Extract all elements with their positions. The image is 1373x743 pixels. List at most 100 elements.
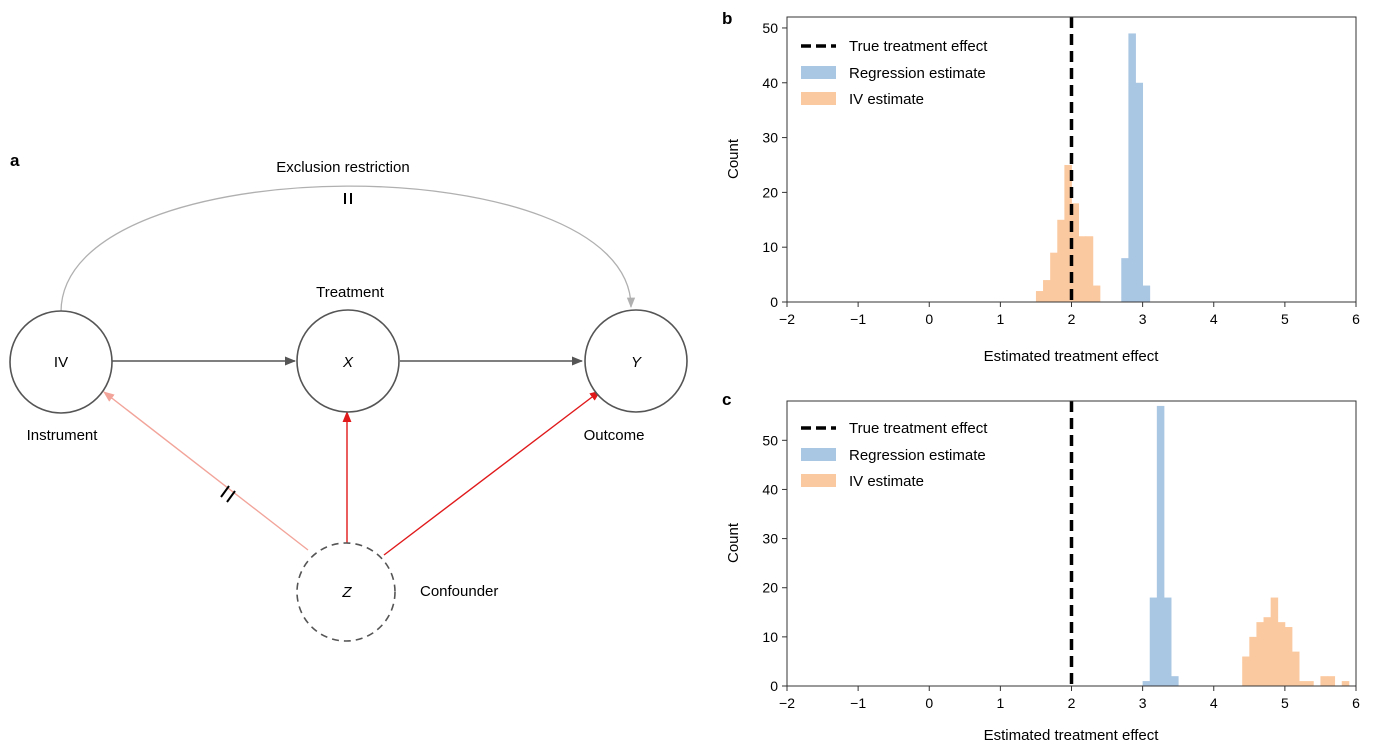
- x-tick-label-b: 2: [1068, 311, 1076, 327]
- node-iv: [9, 310, 113, 414]
- x-tick-label-b: 3: [1139, 311, 1147, 327]
- iv-bar-b: [1078, 236, 1087, 302]
- x-tick-label-b: 5: [1281, 311, 1289, 327]
- regression-bar-b: [1135, 82, 1144, 303]
- panel-c-letter: c: [722, 390, 731, 409]
- exclusion-break-mark: [344, 193, 352, 204]
- legend-swatch-regression-b: [801, 66, 836, 79]
- node-iv-caption: Instrument: [27, 427, 99, 444]
- y-axis-label-c: Count: [725, 522, 742, 563]
- x-tick-label-b: −1: [850, 311, 866, 327]
- iv-bar-b: [1050, 252, 1058, 302]
- y-tick-label-c: 50: [762, 432, 778, 448]
- x-tick-label-b: 0: [925, 311, 933, 327]
- x-tick-label-c: 3: [1139, 695, 1147, 711]
- histogram-c-bars: [1142, 405, 1350, 686]
- x-tick-label-c: 5: [1281, 695, 1289, 711]
- y-tick-label-b: 10: [762, 239, 778, 255]
- iv-bar-b: [1057, 219, 1065, 302]
- x-tick-label-b: −2: [779, 311, 795, 327]
- edge-z-to-iv: [103, 391, 309, 551]
- legend-label-iv-b: IV estimate: [849, 91, 924, 108]
- y-tick-label-c: 30: [762, 531, 778, 547]
- regression-bar-c: [1163, 597, 1172, 686]
- y-tick-label-b: 20: [762, 184, 778, 200]
- histogram-b: b −2 −1 0 1 2 3 4 5 6 0 10 20 30 40 50 Estimated trea…: [722, 9, 1360, 365]
- legend-swatch-iv-b: [801, 92, 836, 105]
- exclusion-edge: [60, 185, 636, 313]
- node-z-caption: Confounder: [420, 583, 498, 600]
- legend-swatch-iv-c: [801, 474, 836, 487]
- x-tick-label-b: 4: [1210, 311, 1218, 327]
- iv-bar-c: [1284, 627, 1293, 686]
- iv-bar-b: [1043, 280, 1051, 302]
- histogram-c: c −2 −1 0 1 2 3 4 5 6 0 10 20 30 40 50 Estimated trea…: [722, 390, 1360, 743]
- iv-bar-c: [1320, 676, 1328, 686]
- legend-label-true-b: True treatment effect: [849, 38, 988, 55]
- iv-bar-c: [1341, 681, 1350, 686]
- panel-a-letter: a: [10, 151, 20, 170]
- causal-diagram: a Exclusion restriction IV Instrument X …: [9, 151, 688, 642]
- x-tick-label-c: 2: [1068, 695, 1076, 711]
- y-ticks-c: 0 10 20 30 40 50: [762, 432, 787, 694]
- x-axis-label-b: Estimated treatment effect: [984, 348, 1160, 365]
- legend-b: True treatment effect Regression estimat…: [801, 38, 988, 108]
- exclusion-restriction-label: Exclusion restriction: [276, 159, 409, 176]
- iv-bar-c: [1277, 622, 1286, 686]
- legend-label-regression-b: Regression estimate: [849, 65, 986, 82]
- y-tick-label-c: 0: [770, 678, 778, 694]
- x-ticks-c: −2 −1 0 1 2 3 4 5 6: [779, 686, 1360, 711]
- regression-bar-c: [1149, 597, 1158, 686]
- histogram-b-bars: [1035, 33, 1151, 303]
- node-x: [296, 309, 400, 413]
- y-tick-label-c: 10: [762, 629, 778, 645]
- iv-bar-c: [1327, 676, 1336, 686]
- legend-label-regression-c: Regression estimate: [849, 447, 986, 464]
- node-y-caption: Outcome: [584, 427, 645, 444]
- x-tick-label-b: 6: [1352, 311, 1360, 327]
- legend-label-iv-c: IV estimate: [849, 473, 924, 490]
- iv-bar-c: [1242, 656, 1250, 686]
- y-tick-label-b: 40: [762, 75, 778, 91]
- iv-bar-c: [1263, 617, 1272, 686]
- x-tick-label-b: 1: [996, 311, 1004, 327]
- regression-bar-b: [1128, 33, 1136, 302]
- iv-bar-b: [1092, 285, 1101, 302]
- instrument-break-mark: [220, 485, 236, 503]
- panel-b-letter: b: [722, 9, 732, 28]
- legend-label-true-c: True treatment effect: [849, 420, 988, 437]
- regression-bar-c: [1171, 676, 1179, 686]
- y-tick-label-b: 50: [762, 20, 778, 36]
- node-x-caption: Treatment: [316, 284, 385, 301]
- iv-bar-b: [1035, 291, 1044, 302]
- edge-z-to-y: [383, 390, 601, 556]
- regression-bar-c: [1156, 405, 1165, 686]
- iv-bar-b: [1071, 203, 1080, 302]
- y-tick-label-b: 0: [770, 294, 778, 310]
- x-tick-label-c: 4: [1210, 695, 1218, 711]
- iv-bar-c: [1299, 681, 1307, 686]
- iv-bar-c: [1291, 651, 1300, 686]
- node-z-label: Z: [341, 584, 352, 601]
- iv-bar-c: [1256, 622, 1264, 686]
- regression-bar-b: [1142, 285, 1151, 302]
- iv-bar-c: [1249, 636, 1257, 686]
- x-tick-label-c: 6: [1352, 695, 1360, 711]
- x-tick-label-c: −1: [850, 695, 866, 711]
- x-tick-label-c: 1: [996, 695, 1004, 711]
- x-tick-label-c: 0: [925, 695, 933, 711]
- regression-bar-b: [1121, 258, 1129, 302]
- node-y-label: Y: [631, 354, 642, 371]
- regression-bar-c: [1142, 681, 1151, 686]
- node-iv-label: IV: [54, 354, 68, 371]
- y-tick-label-b: 30: [762, 130, 778, 146]
- y-ticks-b: 0 10 20 30 40 50: [762, 20, 787, 310]
- node-z: [296, 542, 396, 642]
- iv-bar-b: [1064, 164, 1072, 302]
- iv-bar-c: [1270, 597, 1279, 686]
- iv-bar-c: [1306, 681, 1314, 686]
- iv-bar-b: [1085, 236, 1094, 302]
- x-ticks-b: −2 −1 0 1 2 3 4 5 6: [779, 302, 1360, 327]
- node-y: [584, 309, 688, 413]
